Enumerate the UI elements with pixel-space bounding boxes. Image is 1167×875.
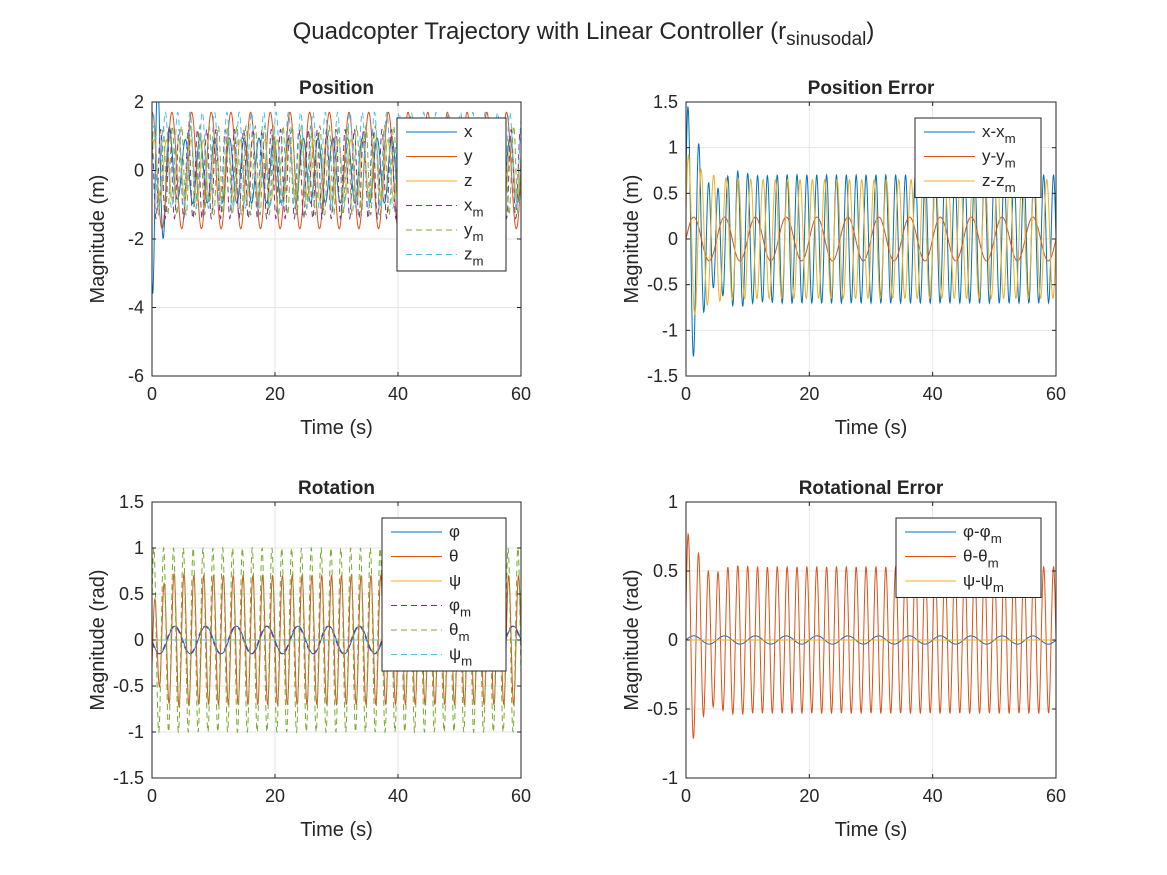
legend-box [914, 117, 1042, 198]
x-tick-label: 60 [511, 786, 531, 806]
y-tick-label: -0.5 [113, 676, 144, 696]
legend: φ-φmθ-θmψ-ψm [895, 517, 1042, 598]
legend-entry: φ [449, 522, 460, 541]
subplot-title: Rotation [298, 478, 375, 499]
legend-box [396, 117, 507, 272]
x-tick-label: 40 [388, 384, 408, 404]
x-tick-label: 40 [923, 786, 943, 806]
x-tick-label: 60 [1046, 786, 1066, 806]
legend-entry: x-xm [982, 122, 1016, 146]
x-tick-label: 20 [265, 786, 285, 806]
figure-title: Quadcopter Trajectory with Linear Contro… [0, 18, 1167, 51]
y-tick-label: -1.5 [647, 366, 678, 386]
y-tick-label: 2 [134, 92, 144, 112]
subplot-title: Rotational Error [799, 478, 944, 499]
subplot-4: 0 20 40 60 -1 -0.5 0 0.5 1 Rotational Error Time (… [621, 478, 1066, 841]
y-tick-label: 0 [134, 161, 144, 181]
subplot-title: Position [299, 78, 374, 99]
legend-entry: ym [464, 220, 484, 244]
y-axis-label: Magnitude (m) [87, 175, 109, 304]
figure-title-subscript: sinusodal [786, 28, 867, 50]
legend-entry: ψm [449, 645, 472, 669]
x-tick-label: 60 [511, 384, 531, 404]
legend-box [381, 517, 507, 672]
legend-entry: x [464, 122, 473, 141]
y-tick-label: -2 [128, 229, 144, 249]
x-tick-label: 20 [799, 384, 819, 404]
subplot-1: 0 20 40 60 -6 -4 -2 0 2 Position Time (s) Magnitude… [87, 78, 531, 439]
x-tick-label: 40 [923, 384, 943, 404]
x-tick-label: 20 [265, 384, 285, 404]
legend: x-xmy-ymz-zm [914, 117, 1042, 198]
y-tick-label: -1 [662, 768, 678, 788]
y-tick-label: 0 [668, 630, 678, 650]
figure-title-close: ) [866, 18, 875, 45]
y-axis-label: Magnitude (m) [621, 175, 643, 304]
series-line-3 [686, 154, 1056, 316]
legend-entry: θ [449, 547, 458, 566]
y-tick-label: 0.5 [119, 584, 144, 604]
y-tick-label: 0.5 [653, 561, 678, 581]
x-tick-label: 60 [1046, 384, 1066, 404]
legend-entry: xm [464, 196, 484, 220]
legend-entry: θm [449, 620, 470, 644]
x-axis-label: Time (s) [300, 819, 373, 841]
legend-entry: θ-θm [963, 547, 999, 571]
x-tick-label: 0 [147, 786, 157, 806]
y-tick-label: -6 [128, 366, 144, 386]
subplot-3: 0 20 40 60 -1.5 -1 -0.5 0 0.5 1 1.5 Rotation Time (s… [87, 478, 531, 841]
x-axis-label: Time (s) [835, 417, 908, 439]
legend-box [895, 517, 1042, 598]
subplot-2: 0 20 40 60 -1.5 -1 -0.5 0 0.5 1 1.5 Position Error T… [621, 78, 1066, 439]
y-tick-label: -0.5 [647, 699, 678, 719]
legend-entry: ψ [449, 571, 461, 590]
x-tick-label: 0 [681, 786, 691, 806]
y-tick-label: 1 [668, 492, 678, 512]
y-axis-label: Magnitude (rad) [87, 569, 109, 710]
x-axis-label: Time (s) [835, 819, 908, 841]
legend-entry: y [464, 147, 473, 166]
y-tick-label: 1 [134, 538, 144, 558]
subplot-title: Position Error [808, 78, 935, 99]
legend-entry: φm [449, 596, 471, 620]
y-tick-label: 0 [134, 630, 144, 650]
y-tick-label: 1 [668, 138, 678, 158]
x-tick-label: 20 [799, 786, 819, 806]
legend-entry: ψ-ψm [963, 571, 1004, 595]
figure-title-main: Quadcopter Trajectory with Linear Contro… [292, 18, 787, 45]
x-axis-label: Time (s) [300, 417, 373, 439]
legend-entry: zm [464, 245, 484, 269]
y-tick-label: -0.5 [647, 275, 678, 295]
y-tick-label: 0.5 [653, 183, 678, 203]
y-tick-label: 0 [668, 229, 678, 249]
y-tick-label: 1.5 [653, 92, 678, 112]
legend-entry: z [464, 171, 473, 190]
legend-entry: φ-φm [963, 522, 1002, 546]
legend-entry: y-ym [982, 147, 1016, 171]
y-tick-label: -1 [662, 320, 678, 340]
x-tick-label: 40 [388, 786, 408, 806]
y-tick-label: -4 [128, 298, 144, 318]
legend-entry: z-zm [982, 171, 1016, 195]
x-tick-label: 0 [147, 384, 157, 404]
y-tick-label: 1.5 [119, 492, 144, 512]
series-line-5 [152, 546, 521, 734]
y-tick-label: -1 [128, 722, 144, 742]
y-tick-label: -1.5 [113, 768, 144, 788]
x-tick-label: 0 [681, 384, 691, 404]
y-axis-label: Magnitude (rad) [621, 569, 643, 710]
